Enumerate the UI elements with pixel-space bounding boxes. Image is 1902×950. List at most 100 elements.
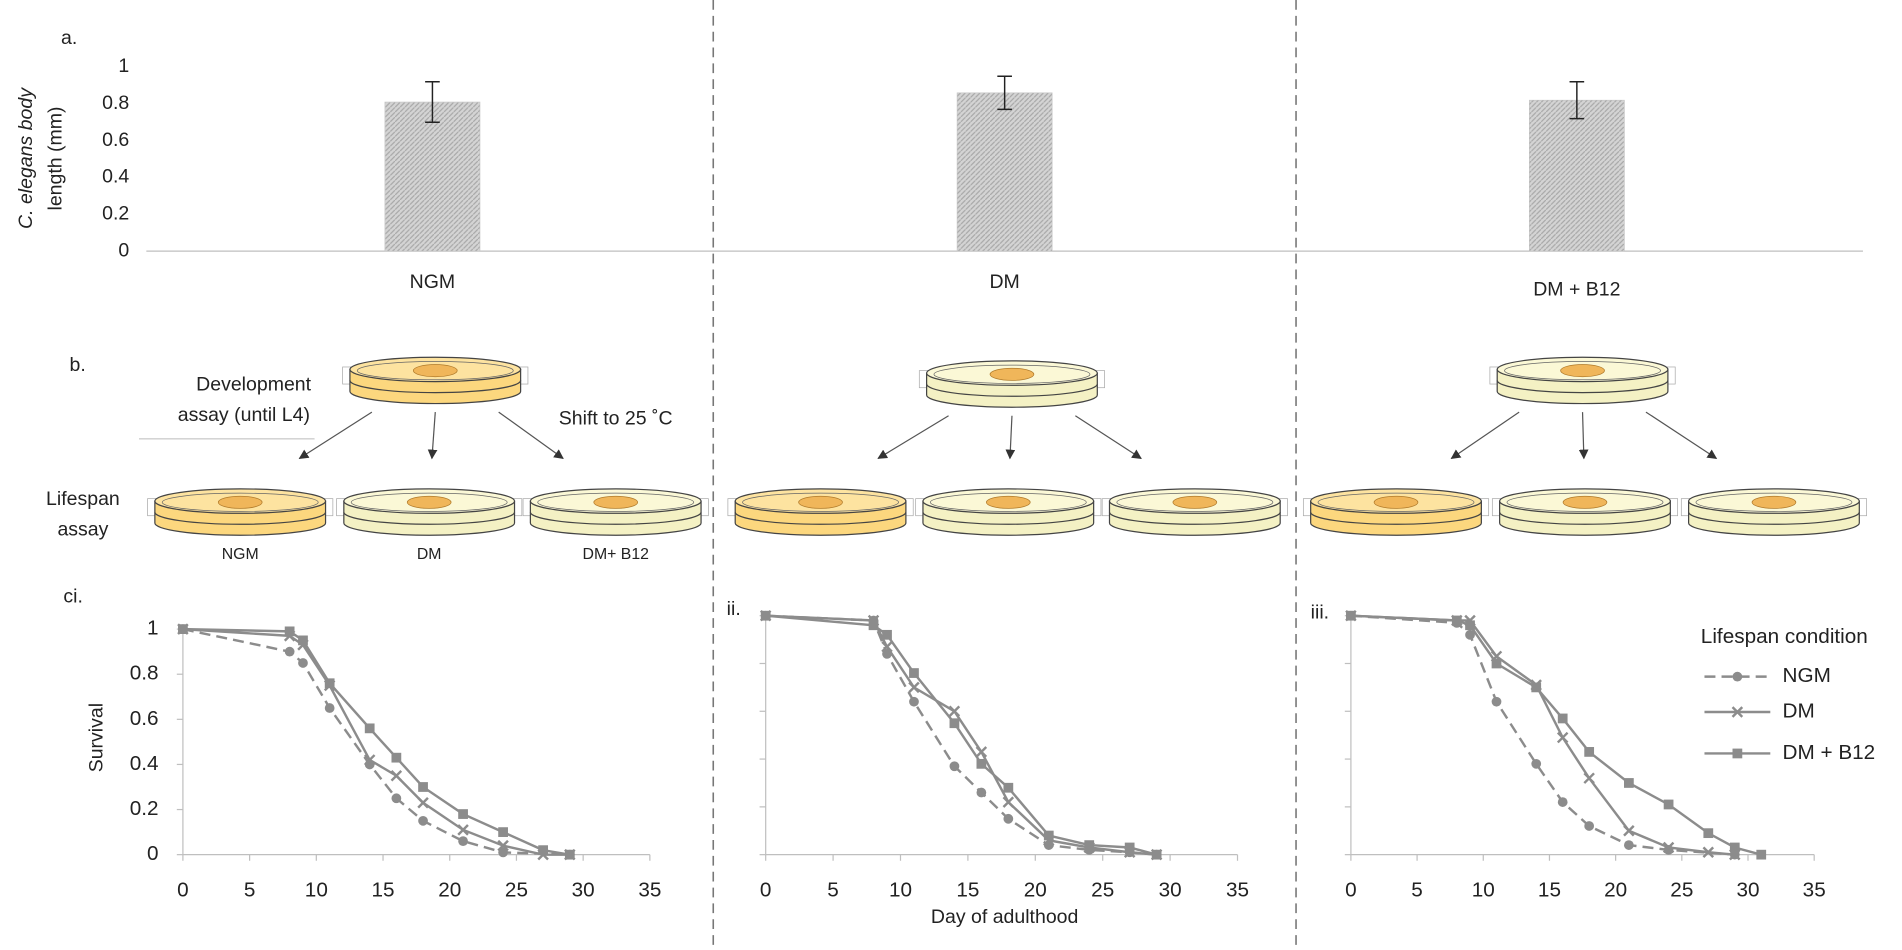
x-tick-label: 35: [638, 879, 661, 902]
survival-line: [766, 616, 1157, 855]
marker: [909, 683, 919, 693]
marker: [1730, 843, 1740, 853]
bacterial-lawn: [799, 496, 843, 508]
marker: [391, 771, 401, 781]
marker: [538, 845, 548, 855]
survival-line: [183, 629, 570, 855]
marker: [976, 747, 986, 757]
bacterial-lawn: [594, 496, 638, 508]
marker: [298, 658, 308, 668]
marker: [1558, 714, 1568, 724]
marker: [1733, 672, 1743, 682]
marker: [976, 759, 986, 769]
marker: [1756, 850, 1766, 860]
y-tick-label: 0: [118, 239, 129, 261]
y-tick-label: 0.4: [130, 752, 159, 775]
panel-label: ci.: [63, 586, 83, 608]
dish-label: DM: [417, 546, 442, 563]
legend-label: NGM: [1782, 664, 1830, 687]
arrow: [1075, 416, 1141, 459]
marker: [298, 636, 308, 646]
y-axis-label: length (mm): [44, 106, 66, 210]
x-tick-label: 30: [1736, 879, 1759, 902]
bacterial-lawn: [1563, 496, 1607, 508]
marker: [1703, 828, 1713, 838]
bacterial-lawn: [1752, 496, 1796, 508]
marker: [285, 626, 295, 636]
marker: [1152, 850, 1162, 860]
marker: [458, 809, 468, 819]
survival-line: [183, 629, 570, 855]
arrow: [499, 412, 563, 458]
marker: [1003, 783, 1013, 793]
marker: [325, 678, 335, 688]
x-tick-label: 10: [305, 879, 328, 902]
marker: [1465, 620, 1475, 630]
marker: [909, 668, 919, 678]
arrow: [1646, 412, 1716, 458]
marker: [1492, 697, 1502, 707]
x-tick-label: 5: [244, 879, 256, 902]
bacterial-lawn: [986, 496, 1030, 508]
x-tick-label: 20: [438, 879, 461, 902]
x-tick-label: 5: [827, 879, 839, 902]
panel-label: a.: [61, 27, 77, 49]
diagram-label: Lifespan: [46, 488, 120, 510]
x-tick-label: DM: [989, 271, 1019, 293]
marker: [498, 827, 508, 837]
x-tick-label: 20: [1024, 879, 1047, 902]
bacterial-lawn: [1173, 496, 1217, 508]
x-tick-label: 25: [1670, 879, 1693, 902]
dish-label: DM+ B12: [583, 546, 649, 563]
marker: [1664, 800, 1674, 810]
marker: [909, 697, 919, 707]
legend-label: DM: [1782, 699, 1814, 722]
arrow: [299, 412, 371, 458]
diagram-label: assay (until L4): [178, 404, 310, 426]
marker: [1624, 840, 1634, 850]
marker: [458, 836, 468, 846]
marker: [1558, 797, 1568, 807]
y-tick-label: 0.8: [102, 92, 129, 114]
page: a. b. ci. ii. iii. C. elegans body lengt…: [0, 0, 1902, 950]
bacterial-lawn: [413, 365, 457, 377]
marker: [1558, 733, 1568, 743]
x-tick-label: 0: [760, 879, 772, 902]
x-tick-label: 25: [1091, 879, 1114, 902]
marker: [1584, 773, 1594, 783]
marker: [761, 611, 771, 621]
marker: [1733, 749, 1743, 759]
marker: [950, 706, 960, 716]
y-tick-label: 1: [147, 617, 159, 640]
x-tick-label: 15: [1538, 879, 1561, 902]
legend-label: DM + B12: [1782, 741, 1875, 764]
bacterial-lawn: [990, 368, 1034, 380]
marker: [178, 624, 188, 634]
bar: [957, 93, 1052, 251]
marker: [418, 816, 428, 826]
marker: [1003, 797, 1013, 807]
marker: [1624, 778, 1634, 788]
panel-label: ii.: [727, 598, 741, 620]
x-tick-label: 10: [889, 879, 912, 902]
x-tick-label: 15: [956, 879, 979, 902]
x-tick-label: 0: [177, 879, 189, 902]
panel-label: b.: [70, 354, 86, 376]
marker: [365, 723, 375, 733]
arrow: [432, 412, 435, 458]
diagram-label: assay: [57, 519, 108, 541]
arrow: [1010, 416, 1012, 459]
y-tick-label: 0.2: [130, 797, 159, 820]
marker: [1003, 814, 1013, 824]
marker: [976, 788, 986, 798]
marker: [869, 620, 879, 630]
figure: a. b. ci. ii. iii. C. elegans body lengt…: [0, 0, 1902, 950]
x-tick-label: 30: [1159, 879, 1182, 902]
marker: [1584, 821, 1594, 831]
x-tick-label: 5: [1411, 879, 1423, 902]
marker: [1346, 611, 1356, 621]
dish-label: NGM: [222, 546, 259, 563]
bacterial-lawn: [407, 496, 451, 508]
bacterial-lawn: [1374, 496, 1418, 508]
marker: [882, 630, 892, 640]
